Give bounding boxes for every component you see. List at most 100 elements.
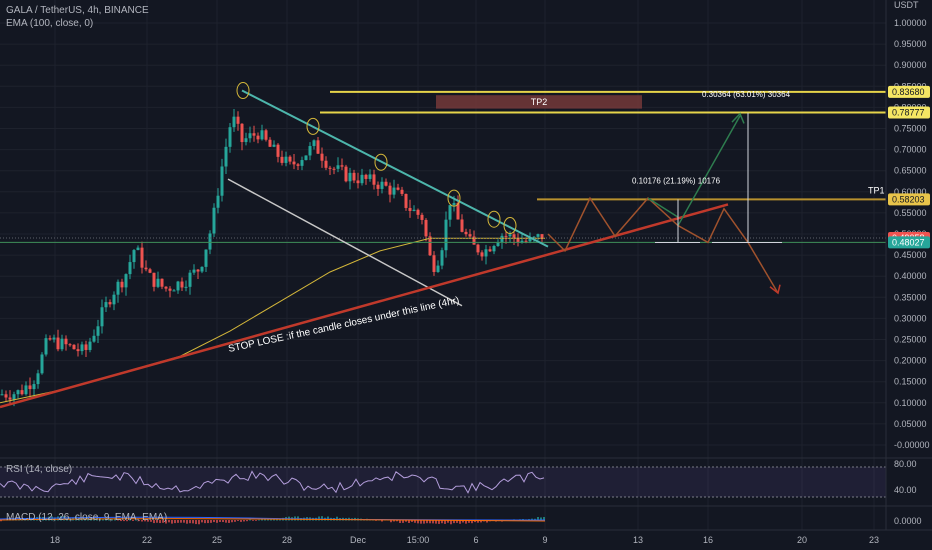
candle-body <box>156 278 160 287</box>
candle-body <box>472 236 476 245</box>
candle-body <box>528 238 532 242</box>
macd-bar <box>456 520 458 523</box>
touch-circle <box>236 82 250 100</box>
macd-legend[interactable]: MACD (12, 26, close, 9, EMA, EMA) <box>6 512 168 523</box>
macd-bar <box>225 520 227 523</box>
macd-bar <box>240 520 242 522</box>
macd-bar <box>417 520 419 524</box>
macd-bar <box>429 520 431 524</box>
candle-body <box>308 146 312 156</box>
candle-body <box>36 373 40 385</box>
bull-arrowhead <box>731 112 745 124</box>
macd-bar <box>195 520 197 525</box>
candle-body <box>52 337 56 340</box>
x-tick-label: 13 <box>633 535 643 545</box>
candle-body <box>96 326 100 336</box>
y-tick-label: 0.45000 <box>894 250 927 260</box>
x-tick-label: 18 <box>50 535 60 545</box>
x-tick-label: 15:00 <box>407 535 430 545</box>
candle-body <box>376 184 380 189</box>
macd-bar <box>480 520 482 523</box>
price-badge-1-bg <box>888 85 930 98</box>
macd-bar <box>468 520 470 523</box>
tp2-label: TP2 <box>531 97 548 107</box>
candle-body <box>228 127 232 147</box>
macd-bar <box>402 520 404 523</box>
candle-body <box>140 247 144 268</box>
candle-body <box>500 235 504 242</box>
price-badge-1: 0.83680 <box>892 87 925 97</box>
candle-body <box>428 236 432 256</box>
candle-body <box>492 246 496 252</box>
macd-bar <box>159 520 161 524</box>
macd-bar <box>399 520 401 524</box>
candle-body <box>484 249 488 257</box>
macd-bar <box>189 520 191 524</box>
candle-body <box>8 397 12 400</box>
candle-body <box>264 130 268 140</box>
macd-bar <box>252 520 254 521</box>
macd-bar <box>255 520 257 521</box>
symbol-legend[interactable]: GALA / TetherUS, 4h, BINANCE <box>6 5 149 16</box>
macd-bar <box>462 520 464 523</box>
candle-body <box>404 193 408 208</box>
candle-body <box>108 302 112 305</box>
candle-body <box>160 278 164 287</box>
candle-body <box>144 267 148 270</box>
candle-body <box>336 165 340 169</box>
macd-bar <box>174 520 176 524</box>
candle-body <box>288 156 292 162</box>
macd-bar <box>426 520 428 524</box>
macd-bar <box>444 520 446 524</box>
candle-body <box>40 354 44 374</box>
macd-bar <box>171 520 173 524</box>
candle-body <box>28 385 32 390</box>
macd-bar <box>459 520 461 524</box>
candle-body <box>136 247 140 251</box>
macd-bar <box>222 520 224 523</box>
candle-body <box>184 286 188 288</box>
axis-unit: USDT <box>894 0 919 10</box>
macd-bar <box>30 517 32 521</box>
macd-bar <box>447 520 449 523</box>
candle-body <box>536 234 540 237</box>
macd-bar <box>267 518 269 521</box>
ema-legend[interactable]: EMA (100, close, 0) <box>6 18 94 29</box>
candle-body <box>248 133 252 139</box>
candle-body <box>400 189 404 194</box>
candle-body <box>396 187 400 190</box>
price-badge-2: 0.78777 <box>892 108 925 118</box>
macd-bar <box>144 520 146 522</box>
candle-body <box>520 240 524 243</box>
candle-body <box>372 174 376 185</box>
macd-bar <box>210 520 212 523</box>
macd-bar <box>318 516 320 521</box>
macd-bar <box>474 520 476 523</box>
candle-body <box>232 116 236 128</box>
x-tick-label: 20 <box>797 535 807 545</box>
candle-body <box>440 250 444 266</box>
candle-body <box>456 203 460 220</box>
candle-body <box>272 144 276 147</box>
candle-body <box>476 244 480 253</box>
touch-circle <box>447 189 461 207</box>
macd-bar <box>135 519 137 521</box>
rsi-tick-80: 80.00 <box>894 459 917 469</box>
candle-body <box>488 249 492 252</box>
candle-body <box>380 181 384 189</box>
y-tick-label: 1.00000 <box>894 18 927 28</box>
measure-small-label: 0.10176 (21.19%) 10176 <box>632 176 721 185</box>
macd-bar <box>381 520 383 522</box>
candle-body <box>328 167 332 169</box>
candle-body <box>276 144 280 157</box>
candle-body <box>432 255 436 272</box>
candle-body <box>80 344 84 352</box>
macd-bar <box>111 518 113 521</box>
candle-body <box>324 160 328 168</box>
y-tick-label: 0.60000 <box>894 187 927 197</box>
candle-body <box>468 234 472 237</box>
rsi-legend[interactable]: RSI (14, close) <box>6 464 73 475</box>
y-tick-label: 0.70000 <box>894 145 927 155</box>
candle-body <box>84 344 88 350</box>
